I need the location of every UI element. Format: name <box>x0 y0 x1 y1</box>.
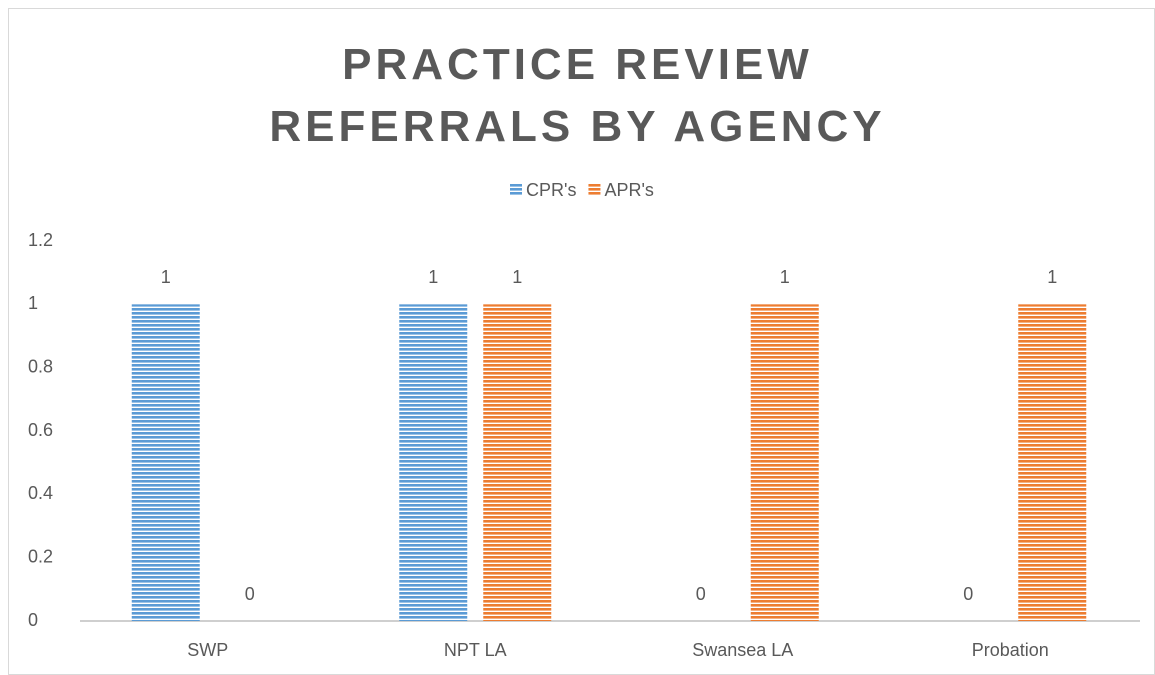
chart-title: PRACTICE REVIEW REFERRALS BY AGENCY <box>269 40 886 151</box>
y-tick-label: 0.4 <box>28 483 53 503</box>
legend-swatch <box>588 184 601 196</box>
x-tick-label: SWP <box>187 640 228 660</box>
legend-swatch <box>510 184 522 196</box>
bar <box>131 304 200 621</box>
data-label: 1 <box>780 267 790 287</box>
data-label: 1 <box>512 267 522 287</box>
data-label: 0 <box>696 584 706 604</box>
bar <box>483 304 552 621</box>
y-tick-label: 0 <box>28 610 38 630</box>
y-tick-label: 1.2 <box>28 230 53 250</box>
y-tick-label: 0.6 <box>28 420 53 440</box>
data-label: 1 <box>161 267 171 287</box>
data-label: 1 <box>428 267 438 287</box>
data-label: 0 <box>963 584 973 604</box>
y-tick-label: 0.2 <box>28 546 53 566</box>
data-label: 0 <box>245 584 255 604</box>
y-tick-label: 0.8 <box>28 356 53 376</box>
legend-label: CPR's <box>526 180 576 200</box>
data-label: 1 <box>1047 267 1057 287</box>
y-tick-label: 1 <box>28 293 38 313</box>
bar <box>399 304 468 621</box>
legend-label: APR's <box>604 180 653 200</box>
x-tick-label: NPT LA <box>444 640 507 660</box>
bar <box>750 304 819 621</box>
bar <box>1018 304 1087 621</box>
x-tick-label: Probation <box>972 640 1049 660</box>
x-tick-label: Swansea LA <box>692 640 793 660</box>
